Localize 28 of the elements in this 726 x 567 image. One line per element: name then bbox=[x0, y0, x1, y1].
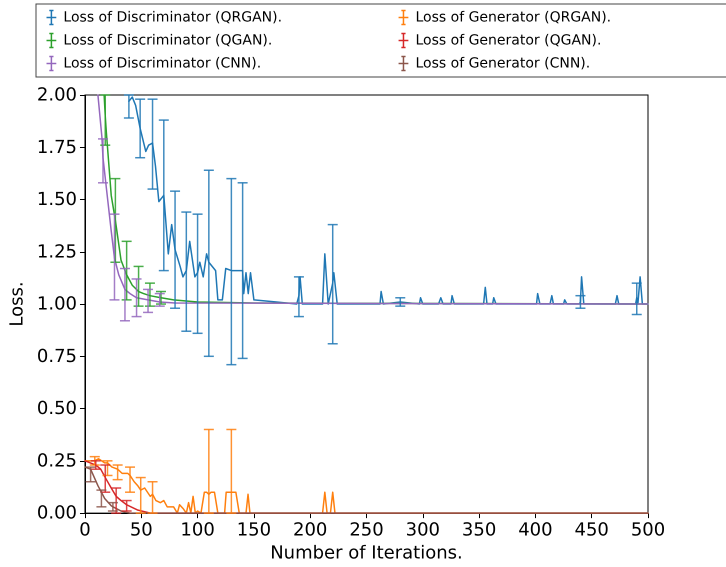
x-tick-label: 400 bbox=[518, 520, 553, 541]
y-tick-label: 1.00 bbox=[36, 294, 77, 315]
x-tick-label: 200 bbox=[293, 520, 328, 541]
legend-label: Loss of Discriminator (QRGAN). bbox=[63, 10, 282, 26]
y-tick-label: 1.25 bbox=[36, 241, 77, 262]
y-tick-label: 0.25 bbox=[36, 450, 77, 472]
x-tick-label: 0 bbox=[79, 520, 91, 541]
x-axis-title: Number of Iterations. bbox=[270, 542, 463, 564]
x-tick-label: 500 bbox=[630, 520, 666, 541]
legend-label: Loss of Generator (QGAN). bbox=[415, 32, 602, 48]
legend-label: Loss of Generator (CNN). bbox=[415, 56, 590, 72]
x-tick-label: 50 bbox=[130, 520, 153, 541]
y-axis-title: Loss. bbox=[6, 281, 28, 327]
y-tick-label: 1.50 bbox=[36, 189, 77, 210]
x-tick-label: 100 bbox=[180, 520, 215, 541]
x-tick-label: 150 bbox=[236, 520, 272, 541]
y-tick-label: 2.00 bbox=[36, 84, 77, 106]
y-tick-label: 0.50 bbox=[36, 398, 77, 420]
legend-label: Loss of Discriminator (QGAN). bbox=[63, 32, 272, 48]
legend-label: Loss of Discriminator (CNN). bbox=[63, 56, 262, 72]
legend-label: Loss of Generator (QRGAN). bbox=[415, 10, 612, 26]
y-tick-label: 1.75 bbox=[36, 136, 77, 158]
y-tick-label: 0.00 bbox=[36, 502, 77, 524]
y-tick-label: 0.75 bbox=[36, 346, 77, 367]
x-tick-label: 350 bbox=[462, 520, 496, 541]
x-tick-label: 300 bbox=[406, 520, 440, 541]
x-tick-label: 250 bbox=[349, 520, 384, 541]
x-tick-label: 450 bbox=[574, 520, 609, 541]
